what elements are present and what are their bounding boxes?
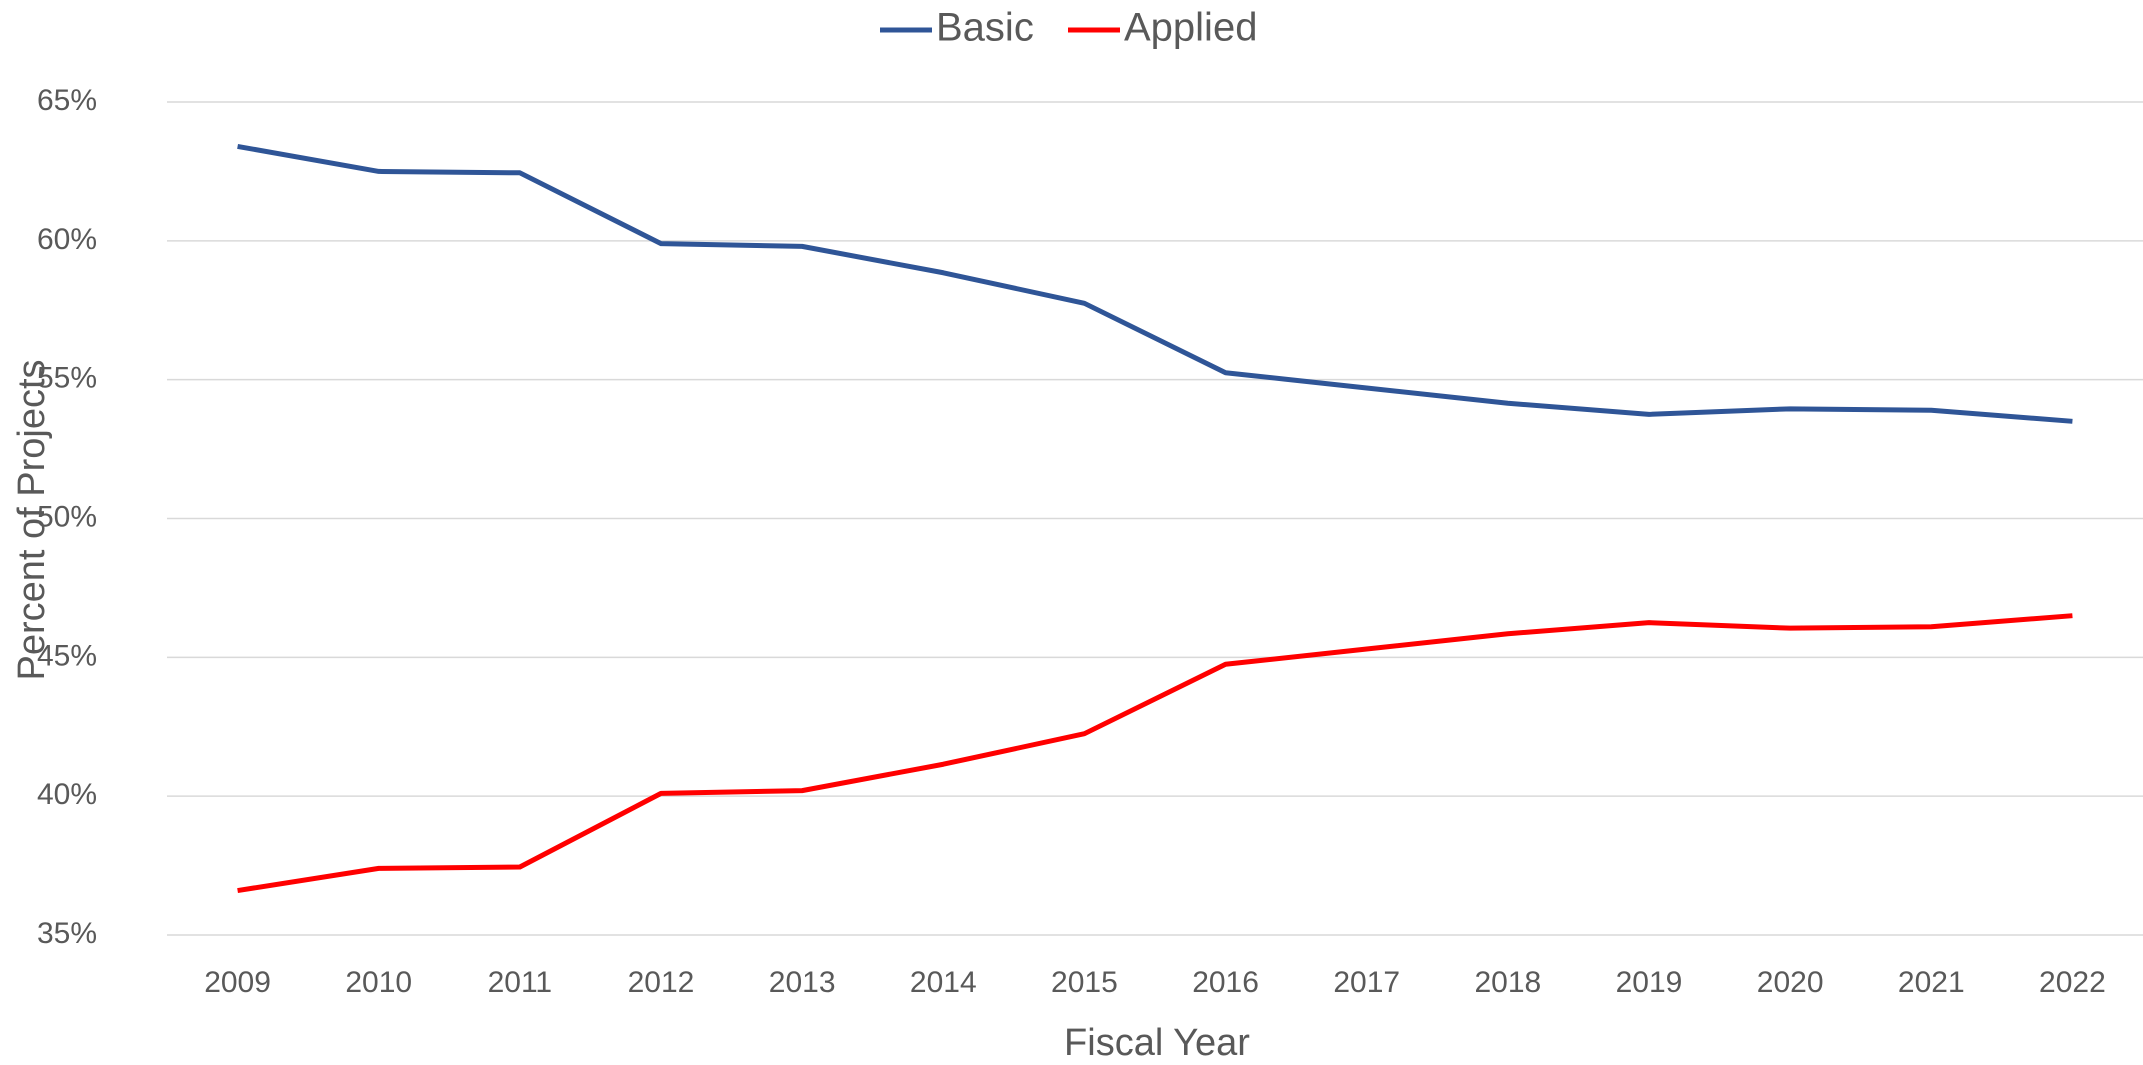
x-tick-label: 2022	[2039, 966, 2106, 999]
x-tick-label: 2011	[488, 966, 553, 999]
x-tick-label: 2015	[1051, 966, 1118, 999]
x-tick-label: 2016	[1192, 966, 1259, 999]
y-tick-label: 65%	[37, 84, 97, 117]
x-tick-label: 2017	[1333, 966, 1400, 999]
x-tick-label: 2020	[1757, 966, 1824, 999]
y-tick-label: 40%	[37, 778, 97, 811]
x-tick-label: 2010	[345, 966, 412, 999]
y-tick-label: 55%	[37, 362, 97, 395]
x-tick-label: 2018	[1474, 966, 1541, 999]
line	[237, 143, 2073, 424]
legend-label: Basic	[936, 6, 1034, 50]
y-axis-title: Percent of Projects	[11, 359, 53, 680]
y-tick-label: 60%	[37, 223, 97, 256]
line	[237, 613, 2073, 894]
y-tick-label: 45%	[37, 639, 97, 672]
x-tick-label: 2012	[628, 966, 695, 999]
x-axis-title: Fiscal Year	[1064, 1022, 1250, 1064]
x-tick-label: 2013	[769, 966, 836, 999]
x-tick-label: 2009	[204, 966, 271, 999]
y-tick-label: 35%	[37, 917, 97, 950]
x-tick-label: 2014	[910, 966, 977, 999]
x-tick-label: 2021	[1898, 966, 1965, 999]
x-tick-label: 2019	[1616, 966, 1683, 999]
legend-label: Applied	[1124, 6, 1257, 50]
y-tick-label: 50%	[37, 500, 97, 533]
